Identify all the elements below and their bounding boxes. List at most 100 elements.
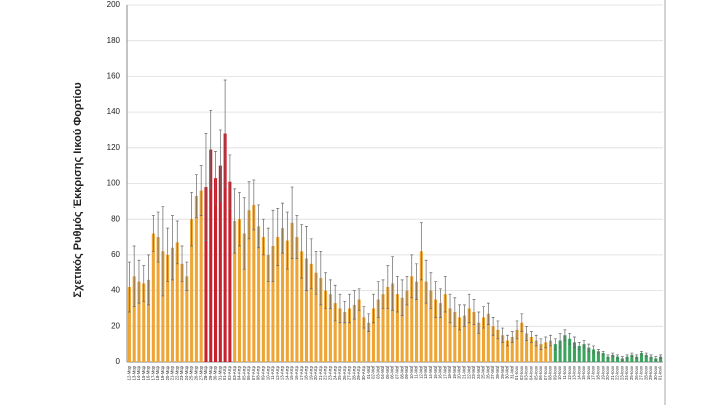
error-bar xyxy=(510,331,514,343)
x-tick-label: 13-Μαρ xyxy=(131,365,136,380)
bar xyxy=(147,279,151,362)
bar xyxy=(639,353,643,362)
bar xyxy=(649,356,653,362)
error-bar xyxy=(156,211,160,263)
x-tick-label: 11-Μαΐ xyxy=(414,365,419,379)
error-bar xyxy=(573,336,576,349)
error-bar xyxy=(563,329,567,341)
bar xyxy=(501,335,505,362)
bar xyxy=(544,342,548,362)
x-tick-label: 09-Ιουν xyxy=(552,366,557,380)
error-bar xyxy=(194,174,198,218)
bar xyxy=(405,290,409,362)
x-tick-label: 07-Ιουν xyxy=(543,366,548,380)
x-tick-label: 31-Μαρ xyxy=(217,365,222,380)
bar xyxy=(611,354,615,362)
error-bar xyxy=(314,250,318,295)
x-tick-label: 21-Μαΐ xyxy=(462,365,467,379)
error-bar xyxy=(204,133,208,241)
x-tick-label: 26-Ιουν xyxy=(634,366,639,380)
bar xyxy=(572,342,576,362)
bar xyxy=(362,317,366,362)
error-bar xyxy=(132,245,136,308)
error-bar xyxy=(453,297,457,327)
bar xyxy=(290,222,294,362)
x-tick-label: 27-Μαΐ xyxy=(490,365,495,379)
x-tick-label: 06-Ιουν xyxy=(538,366,543,380)
bar xyxy=(534,340,538,362)
x-tick-label: 12-Ιουν xyxy=(567,366,572,380)
x-tick-label: 10-Μαΐ xyxy=(409,365,414,379)
bar xyxy=(496,329,500,362)
bar xyxy=(127,287,131,362)
x-tick-label: 17-Μαρ xyxy=(150,365,155,380)
x-tick-label: 18-Μαΐ xyxy=(447,365,452,379)
error-bar xyxy=(185,261,189,291)
x-tick-label: 25-Ιουν xyxy=(629,366,634,380)
error-bar xyxy=(305,225,308,291)
bar xyxy=(419,251,423,362)
bar xyxy=(324,290,328,362)
bar xyxy=(247,210,251,362)
error-bar xyxy=(424,259,428,304)
bar xyxy=(577,345,581,362)
bar xyxy=(462,315,466,362)
error-bar xyxy=(271,209,275,283)
x-tick-label: 16-Μαΐ xyxy=(438,365,443,379)
x-tick-label: 08-Ιουν xyxy=(548,366,553,380)
x-tick-label: 18-Απρ xyxy=(304,365,309,380)
error-bar xyxy=(127,261,131,313)
x-tick-label: 02-Απρ xyxy=(227,365,232,380)
bar xyxy=(304,258,308,362)
error-bar xyxy=(199,165,203,216)
error-bar xyxy=(238,192,241,247)
error-bar xyxy=(352,290,356,320)
error-bar xyxy=(328,279,332,309)
x-tick-label: 30-Απρ xyxy=(361,365,366,380)
error-bar xyxy=(343,300,347,324)
error-bar xyxy=(491,317,495,336)
x-tick-label: 24-Μαρ xyxy=(184,365,189,380)
error-bar xyxy=(496,320,500,340)
x-tick-label: 21-Ιουν xyxy=(610,366,615,380)
error-bar xyxy=(601,350,605,356)
x-tick-label: 28-Μαρ xyxy=(203,365,208,380)
bar xyxy=(333,303,337,362)
y-tick-label: 80 xyxy=(111,214,120,223)
bar xyxy=(491,326,495,362)
x-tick-label: 07-Μαΐ xyxy=(395,365,400,379)
x-tick-label: 23-Απρ xyxy=(328,365,333,380)
bar xyxy=(448,308,452,362)
x-tick-label: 14-Ιουν xyxy=(576,366,581,380)
x-tick-label: 29-Μαΐ xyxy=(500,365,505,379)
x-tick-label: 25-Απρ xyxy=(337,365,342,380)
error-bar xyxy=(415,263,418,300)
bar xyxy=(237,219,241,362)
x-tick-label: 27-Ιουν xyxy=(639,366,644,380)
bar xyxy=(151,233,155,362)
error-bar xyxy=(376,281,380,318)
error-bar xyxy=(644,352,648,357)
bar xyxy=(453,312,457,362)
bar xyxy=(539,344,543,362)
x-tick-label: 13-Απρ xyxy=(280,365,285,380)
error-bar xyxy=(348,293,351,324)
error-bar xyxy=(462,304,466,327)
x-tick-label: 23-Μαρ xyxy=(179,365,184,380)
bar xyxy=(482,317,486,362)
error-bar xyxy=(309,238,313,290)
x-tick-label: 26-Απρ xyxy=(342,365,347,380)
bar xyxy=(218,165,222,362)
error-bar xyxy=(482,306,485,329)
x-tick-label: 08-Μαΐ xyxy=(399,365,404,379)
x-tick-label: 01-Ιουλ xyxy=(658,365,663,380)
error-bar xyxy=(386,265,390,309)
bar xyxy=(314,272,318,362)
error-bar xyxy=(252,179,256,231)
x-tick-label: 30-Μαρ xyxy=(213,365,218,380)
bar xyxy=(606,356,610,362)
bar xyxy=(319,278,323,362)
error-bar xyxy=(448,293,452,324)
bar xyxy=(438,303,442,362)
error-bar xyxy=(558,333,562,349)
